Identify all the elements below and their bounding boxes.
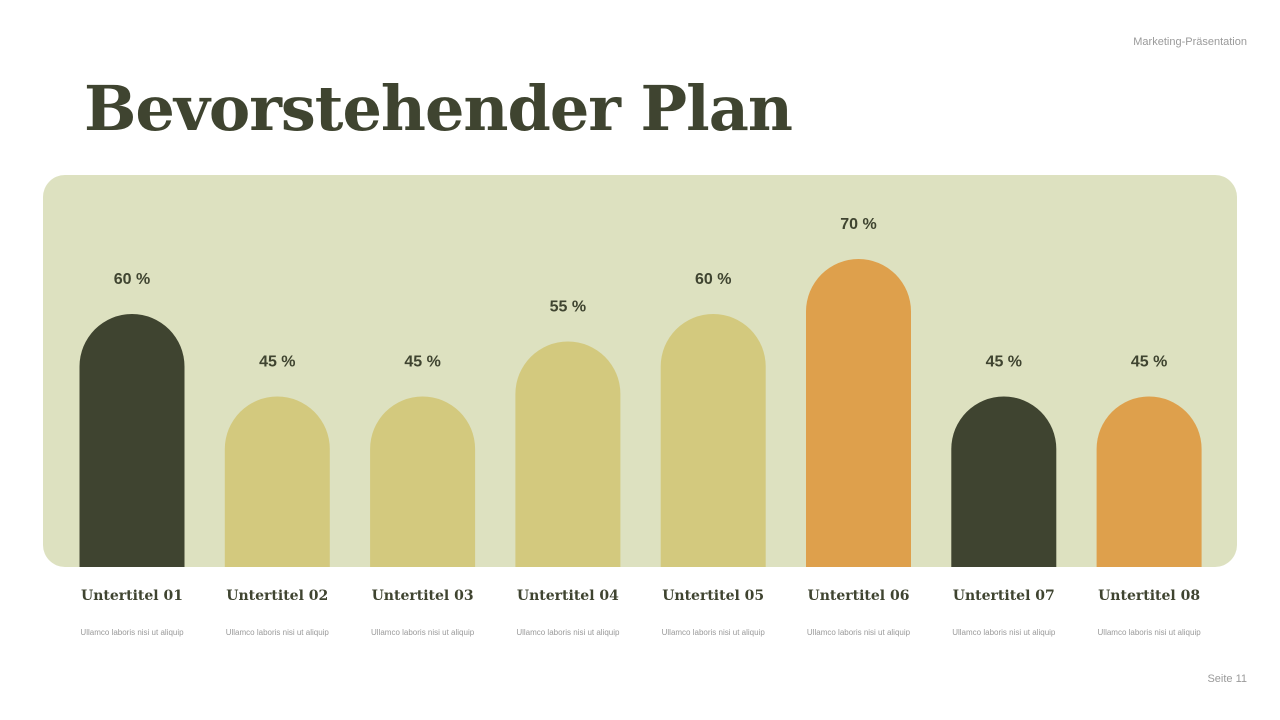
category-description: Ullamco laboris nisi ut aliquip: [806, 628, 911, 637]
data-label: 45 %: [404, 354, 440, 371]
bar: [806, 259, 911, 567]
category-label: Untertitel 05: [662, 588, 765, 604]
bar: [660, 314, 766, 567]
category-description: Ullamco laboris nisi ut aliquip: [371, 628, 475, 637]
data-label: 60 %: [695, 271, 731, 288]
category-description: Ullamco laboris nisi ut aliquip: [1097, 628, 1201, 637]
page-number: Seite 11: [1207, 673, 1247, 685]
bar: [951, 396, 1057, 567]
category-label: Untertitel 01: [81, 588, 183, 604]
data-label: 60 %: [114, 271, 150, 288]
bar: [1096, 396, 1202, 567]
category-description: Ullamco laboris nisi ut aliquip: [225, 628, 329, 637]
category-label: Untertitel 08: [1098, 588, 1201, 604]
presentation-name: Marketing-Präsentation: [1133, 36, 1247, 48]
data-label: 45 %: [1131, 354, 1167, 371]
page-title: Bevorstehender Plan: [84, 72, 793, 145]
category-label: Untertitel 06: [807, 588, 910, 604]
category-description: Ullamco laboris nisi ut aliquip: [661, 628, 765, 637]
category-label: Untertitel 07: [952, 588, 1055, 604]
category-label: Untertitel 02: [226, 588, 329, 604]
data-label: 70 %: [840, 216, 876, 233]
category-label: Untertitel 04: [516, 588, 619, 604]
category-description: Ullamco laboris nisi ut aliquip: [80, 628, 184, 637]
bar: [224, 396, 330, 567]
data-label: 45 %: [259, 354, 295, 371]
data-label: 45 %: [986, 354, 1022, 371]
category-description: Ullamco laboris nisi ut aliquip: [516, 628, 620, 637]
category-label: Untertitel 03: [371, 588, 474, 604]
category-description: Ullamco laboris nisi ut aliquip: [952, 628, 1056, 637]
bar: [515, 341, 621, 567]
data-label: 55 %: [550, 299, 586, 316]
bar: [370, 396, 476, 567]
bar: [79, 314, 185, 567]
